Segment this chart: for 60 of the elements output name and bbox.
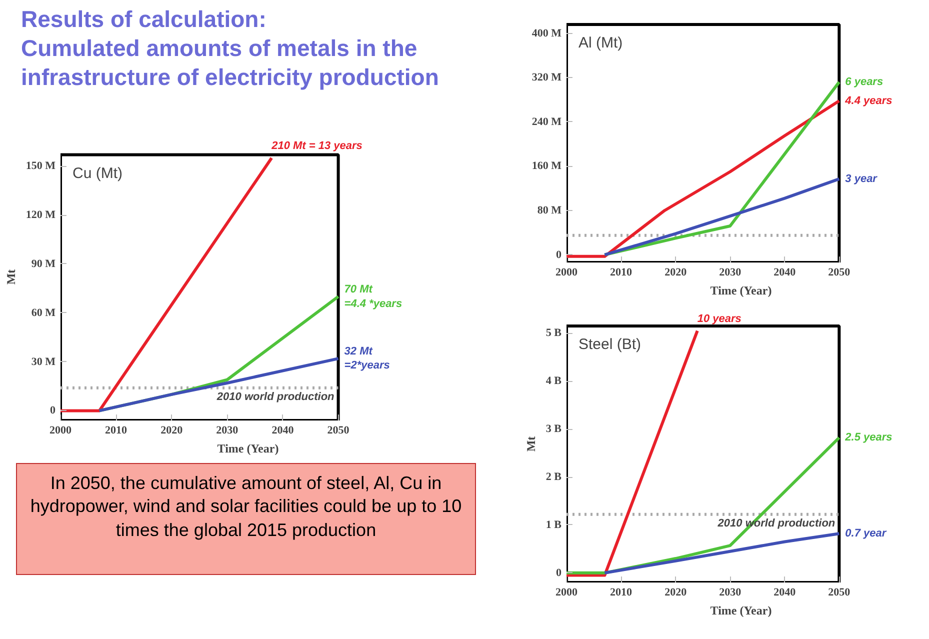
x-axis-title: Time (Year) <box>217 442 279 456</box>
annotation: 3 year <box>845 172 878 185</box>
x-tick-label: 2020 <box>160 424 184 436</box>
y-tick-label: 80 M <box>537 204 562 216</box>
x-tick-label: 2050 <box>828 586 851 598</box>
x-tick-label: 2030 <box>216 424 239 436</box>
y-tick-label: 90 M <box>31 258 56 270</box>
annotation: 0.7 year <box>845 528 887 540</box>
text: In 2050, the cumulative amount of steel, Al, Cu in hydropower, wind and solar facilities could be up to 10 times the global 2015 production <box>29 472 463 542</box>
y-tick-label: 0 <box>50 404 56 417</box>
line-series <box>603 532 841 574</box>
text: Cu (Mt) <box>72 164 122 182</box>
x-tick-label: 2020 <box>664 266 688 278</box>
annotation: 32 Mt =2*years <box>344 345 390 372</box>
y-tick-label: 1 B <box>546 518 562 531</box>
x-axis-title: Time (Year) <box>710 604 772 618</box>
annotation: 6 years <box>845 76 884 88</box>
x-tick-label: 2050 <box>327 424 350 436</box>
annotation: 4.4 years <box>844 94 892 107</box>
text: Steel (Bt) <box>578 336 642 354</box>
x-tick-label: 2020 <box>664 586 688 598</box>
x-tick-label: 2030 <box>719 586 742 598</box>
annotation: 10 years <box>697 312 742 325</box>
x-tick-label: 2000 <box>50 424 72 436</box>
ref-line-label: 2010 world production <box>216 390 335 403</box>
x-tick-label: 2050 <box>828 266 851 278</box>
y-tick-label: 400 M <box>532 27 562 40</box>
y-axis-title: Mt <box>524 436 538 452</box>
y-tick-label: 0 <box>556 566 562 579</box>
x-tick-label: 2010 <box>105 424 128 436</box>
y-tick-label: 120 M <box>26 209 56 222</box>
line-series <box>566 99 841 258</box>
y-tick-label: 320 M <box>532 72 562 84</box>
y-tick-label: 0 <box>556 248 562 261</box>
x-tick-label: 2040 <box>774 586 796 598</box>
line-series <box>603 177 841 256</box>
x-tick-label: 2000 <box>556 586 578 598</box>
x-tick-label: 2040 <box>774 266 796 278</box>
y-tick-label: 150 M <box>26 160 56 172</box>
text: Results of calculation: Cumulated amounts of metals in the infrastructure of electricity production <box>21 5 439 92</box>
y-tick-label: 4 B <box>546 375 562 388</box>
y-tick-label: 60 M <box>31 306 56 319</box>
x-tick-label: 2030 <box>719 266 742 278</box>
x-tick-label: 2000 <box>556 266 578 278</box>
annotation: 70 Mt =4.4 *years <box>344 283 402 310</box>
y-tick-label: 3 B <box>546 423 562 436</box>
x-axis-title: Time (Year) <box>710 284 772 298</box>
x-tick-label: 2010 <box>610 586 633 598</box>
text: Al (Mt) <box>578 34 623 52</box>
annotation: 2.5 years <box>844 432 892 444</box>
y-tick-label: 30 M <box>31 356 56 368</box>
y-tick-label: 2 B <box>546 471 562 484</box>
y-tick-label: 5 B <box>546 327 562 340</box>
annotation: 210 Mt = 13 years <box>270 140 362 152</box>
y-tick-label: 160 M <box>532 160 562 172</box>
line-series <box>98 357 340 412</box>
x-tick-label: 2010 <box>610 266 633 278</box>
y-tick-label: 240 M <box>532 116 562 128</box>
x-tick-label: 2040 <box>272 424 294 436</box>
y-axis-title: Mt <box>4 269 18 285</box>
